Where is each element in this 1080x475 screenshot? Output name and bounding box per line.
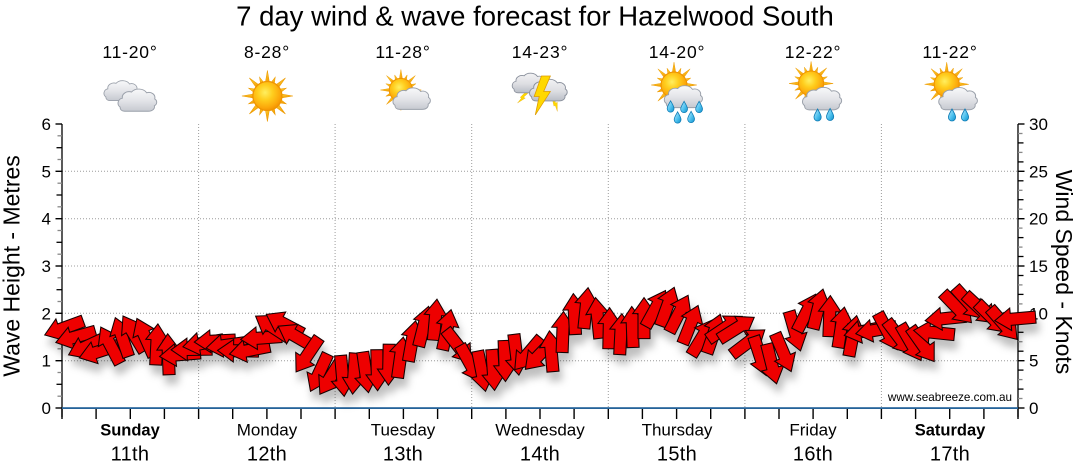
svg-text:12th: 12th	[247, 444, 287, 466]
svg-text:Tuesday: Tuesday	[371, 421, 436, 440]
svg-text:14-23°: 14-23°	[512, 42, 569, 62]
svg-text:Thursday: Thursday	[642, 421, 713, 440]
svg-text:5: 5	[1029, 352, 1038, 371]
svg-text:30: 30	[1029, 115, 1048, 134]
svg-text:15th: 15th	[657, 444, 697, 466]
svg-text:8-28°: 8-28°	[244, 42, 290, 62]
svg-text:Saturday: Saturday	[915, 422, 986, 440]
svg-text:14th: 14th	[520, 444, 560, 466]
svg-text:15: 15	[1029, 257, 1048, 276]
svg-text:13th: 13th	[383, 444, 423, 466]
svg-text:11-20°: 11-20°	[102, 42, 157, 62]
svg-text:0: 0	[42, 399, 51, 418]
svg-text:11-22°: 11-22°	[922, 42, 977, 62]
svg-text:Wave Height - Metres: Wave Height - Metres	[0, 155, 25, 377]
svg-text:Sunday: Sunday	[100, 422, 160, 440]
svg-text:5: 5	[42, 162, 51, 181]
svg-text:25: 25	[1029, 162, 1048, 181]
svg-text:12-22°: 12-22°	[785, 42, 842, 62]
svg-text:20: 20	[1029, 210, 1048, 229]
svg-text:14-20°: 14-20°	[649, 42, 706, 62]
svg-text:Friday: Friday	[789, 421, 837, 440]
svg-text:4: 4	[42, 210, 51, 229]
svg-text:16th: 16th	[793, 444, 833, 466]
svg-text:2: 2	[42, 304, 51, 323]
svg-text:www.seabreeze.com.au: www.seabreeze.com.au	[887, 391, 1012, 404]
svg-text:7 day wind & wave forecast for: 7 day wind & wave forecast for Hazelwood…	[236, 1, 834, 32]
svg-text:6: 6	[42, 115, 51, 134]
svg-text:Wind Speed - Knots: Wind Speed - Knots	[1051, 170, 1077, 375]
svg-text:17th: 17th	[930, 444, 970, 466]
svg-text:11-28°: 11-28°	[375, 42, 430, 62]
svg-text:0: 0	[1029, 399, 1038, 418]
svg-text:Wednesday: Wednesday	[495, 421, 585, 440]
svg-text:11th: 11th	[111, 444, 150, 466]
svg-text:3: 3	[42, 257, 51, 276]
svg-text:Monday: Monday	[237, 421, 298, 440]
svg-text:1: 1	[42, 352, 51, 371]
